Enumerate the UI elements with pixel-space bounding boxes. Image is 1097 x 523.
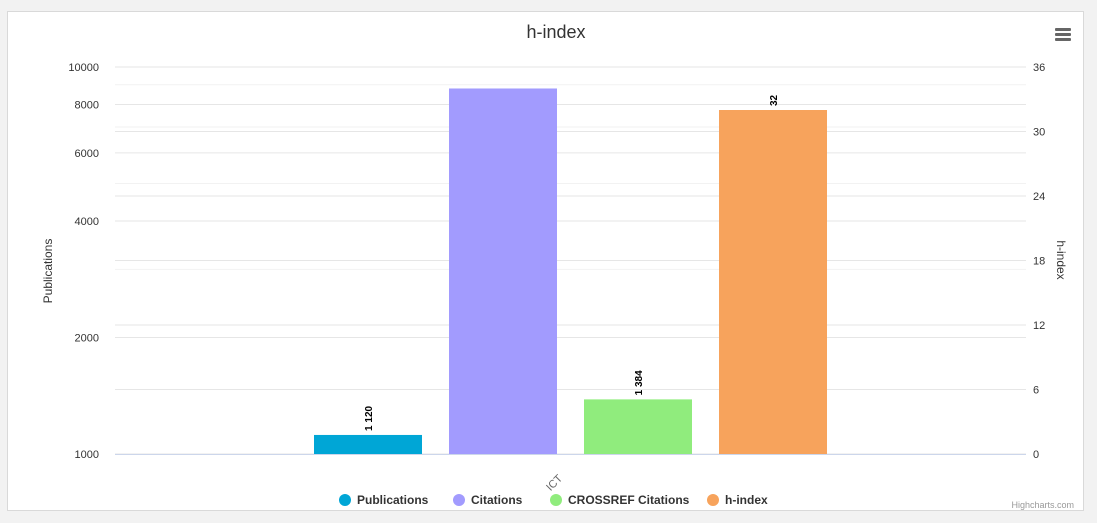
x-category-label: ICT (544, 472, 565, 493)
left-axis-title: Publications (41, 239, 55, 304)
right-tick-label: 18 (1033, 256, 1045, 268)
bar-citations[interactable] (449, 88, 557, 455)
data-labels: 1 120 1 384 32 (364, 94, 780, 431)
left-tick-label: 8000 (75, 100, 99, 112)
left-tick-label: 4000 (75, 216, 99, 228)
right-tick-label: 12 (1033, 320, 1045, 332)
credits-link[interactable]: Highcharts.com (1011, 500, 1074, 510)
context-menu-button[interactable] (1054, 26, 1072, 42)
bar-crossref-citations[interactable] (584, 399, 692, 454)
legend-item[interactable]: Publications (339, 493, 429, 507)
left-tick-label: 2000 (75, 333, 99, 345)
left-axis: 1000 2000 4000 6000 8000 10000 (68, 62, 99, 461)
bar-publications[interactable] (314, 434, 422, 454)
legend: Publications Citations CROSSREF Citations h… (339, 493, 768, 507)
bar-h-index[interactable] (719, 110, 827, 454)
data-label: 32 (769, 94, 780, 106)
legend-marker (707, 494, 719, 506)
legend-marker (453, 494, 465, 506)
legend-item[interactable]: Citations (453, 493, 523, 507)
bars (314, 88, 827, 455)
legend-marker (550, 494, 562, 506)
right-tick-label: 30 (1033, 127, 1045, 139)
chart-container: h-index 1000 2000 4000 6000 8000 10000 0 6 12 18… (7, 11, 1084, 511)
right-axis-title: h-index (1054, 240, 1068, 279)
legend-item[interactable]: h-index (707, 493, 768, 507)
legend-label: h-index (725, 493, 768, 507)
left-tick-label: 6000 (75, 148, 99, 160)
data-label: 1 384 (634, 370, 645, 395)
right-tick-label: 6 (1033, 385, 1039, 397)
menu-bar-1 (1055, 28, 1071, 31)
data-label: 1 120 (364, 405, 375, 430)
menu-bar-2 (1055, 33, 1071, 36)
grid-lines (115, 66, 1026, 455)
menu-bar-3 (1055, 38, 1071, 41)
legend-marker (339, 494, 351, 506)
chart-title: h-index (526, 22, 585, 42)
left-tick-label: 10000 (68, 62, 99, 74)
legend-label: Publications (357, 493, 429, 507)
right-tick-label: 24 (1033, 191, 1045, 203)
right-tick-label: 0 (1033, 449, 1039, 461)
left-tick-label: 1000 (75, 449, 99, 461)
right-tick-label: 36 (1033, 62, 1045, 74)
legend-label: Citations (471, 493, 523, 507)
right-axis: 0 6 12 18 24 30 36 (1033, 62, 1045, 461)
legend-label: CROSSREF Citations (568, 493, 690, 507)
legend-item[interactable]: CROSSREF Citations (550, 493, 690, 507)
chart-svg: h-index 1000 2000 4000 6000 8000 10000 0 6 12 18… (41, 22, 1074, 510)
